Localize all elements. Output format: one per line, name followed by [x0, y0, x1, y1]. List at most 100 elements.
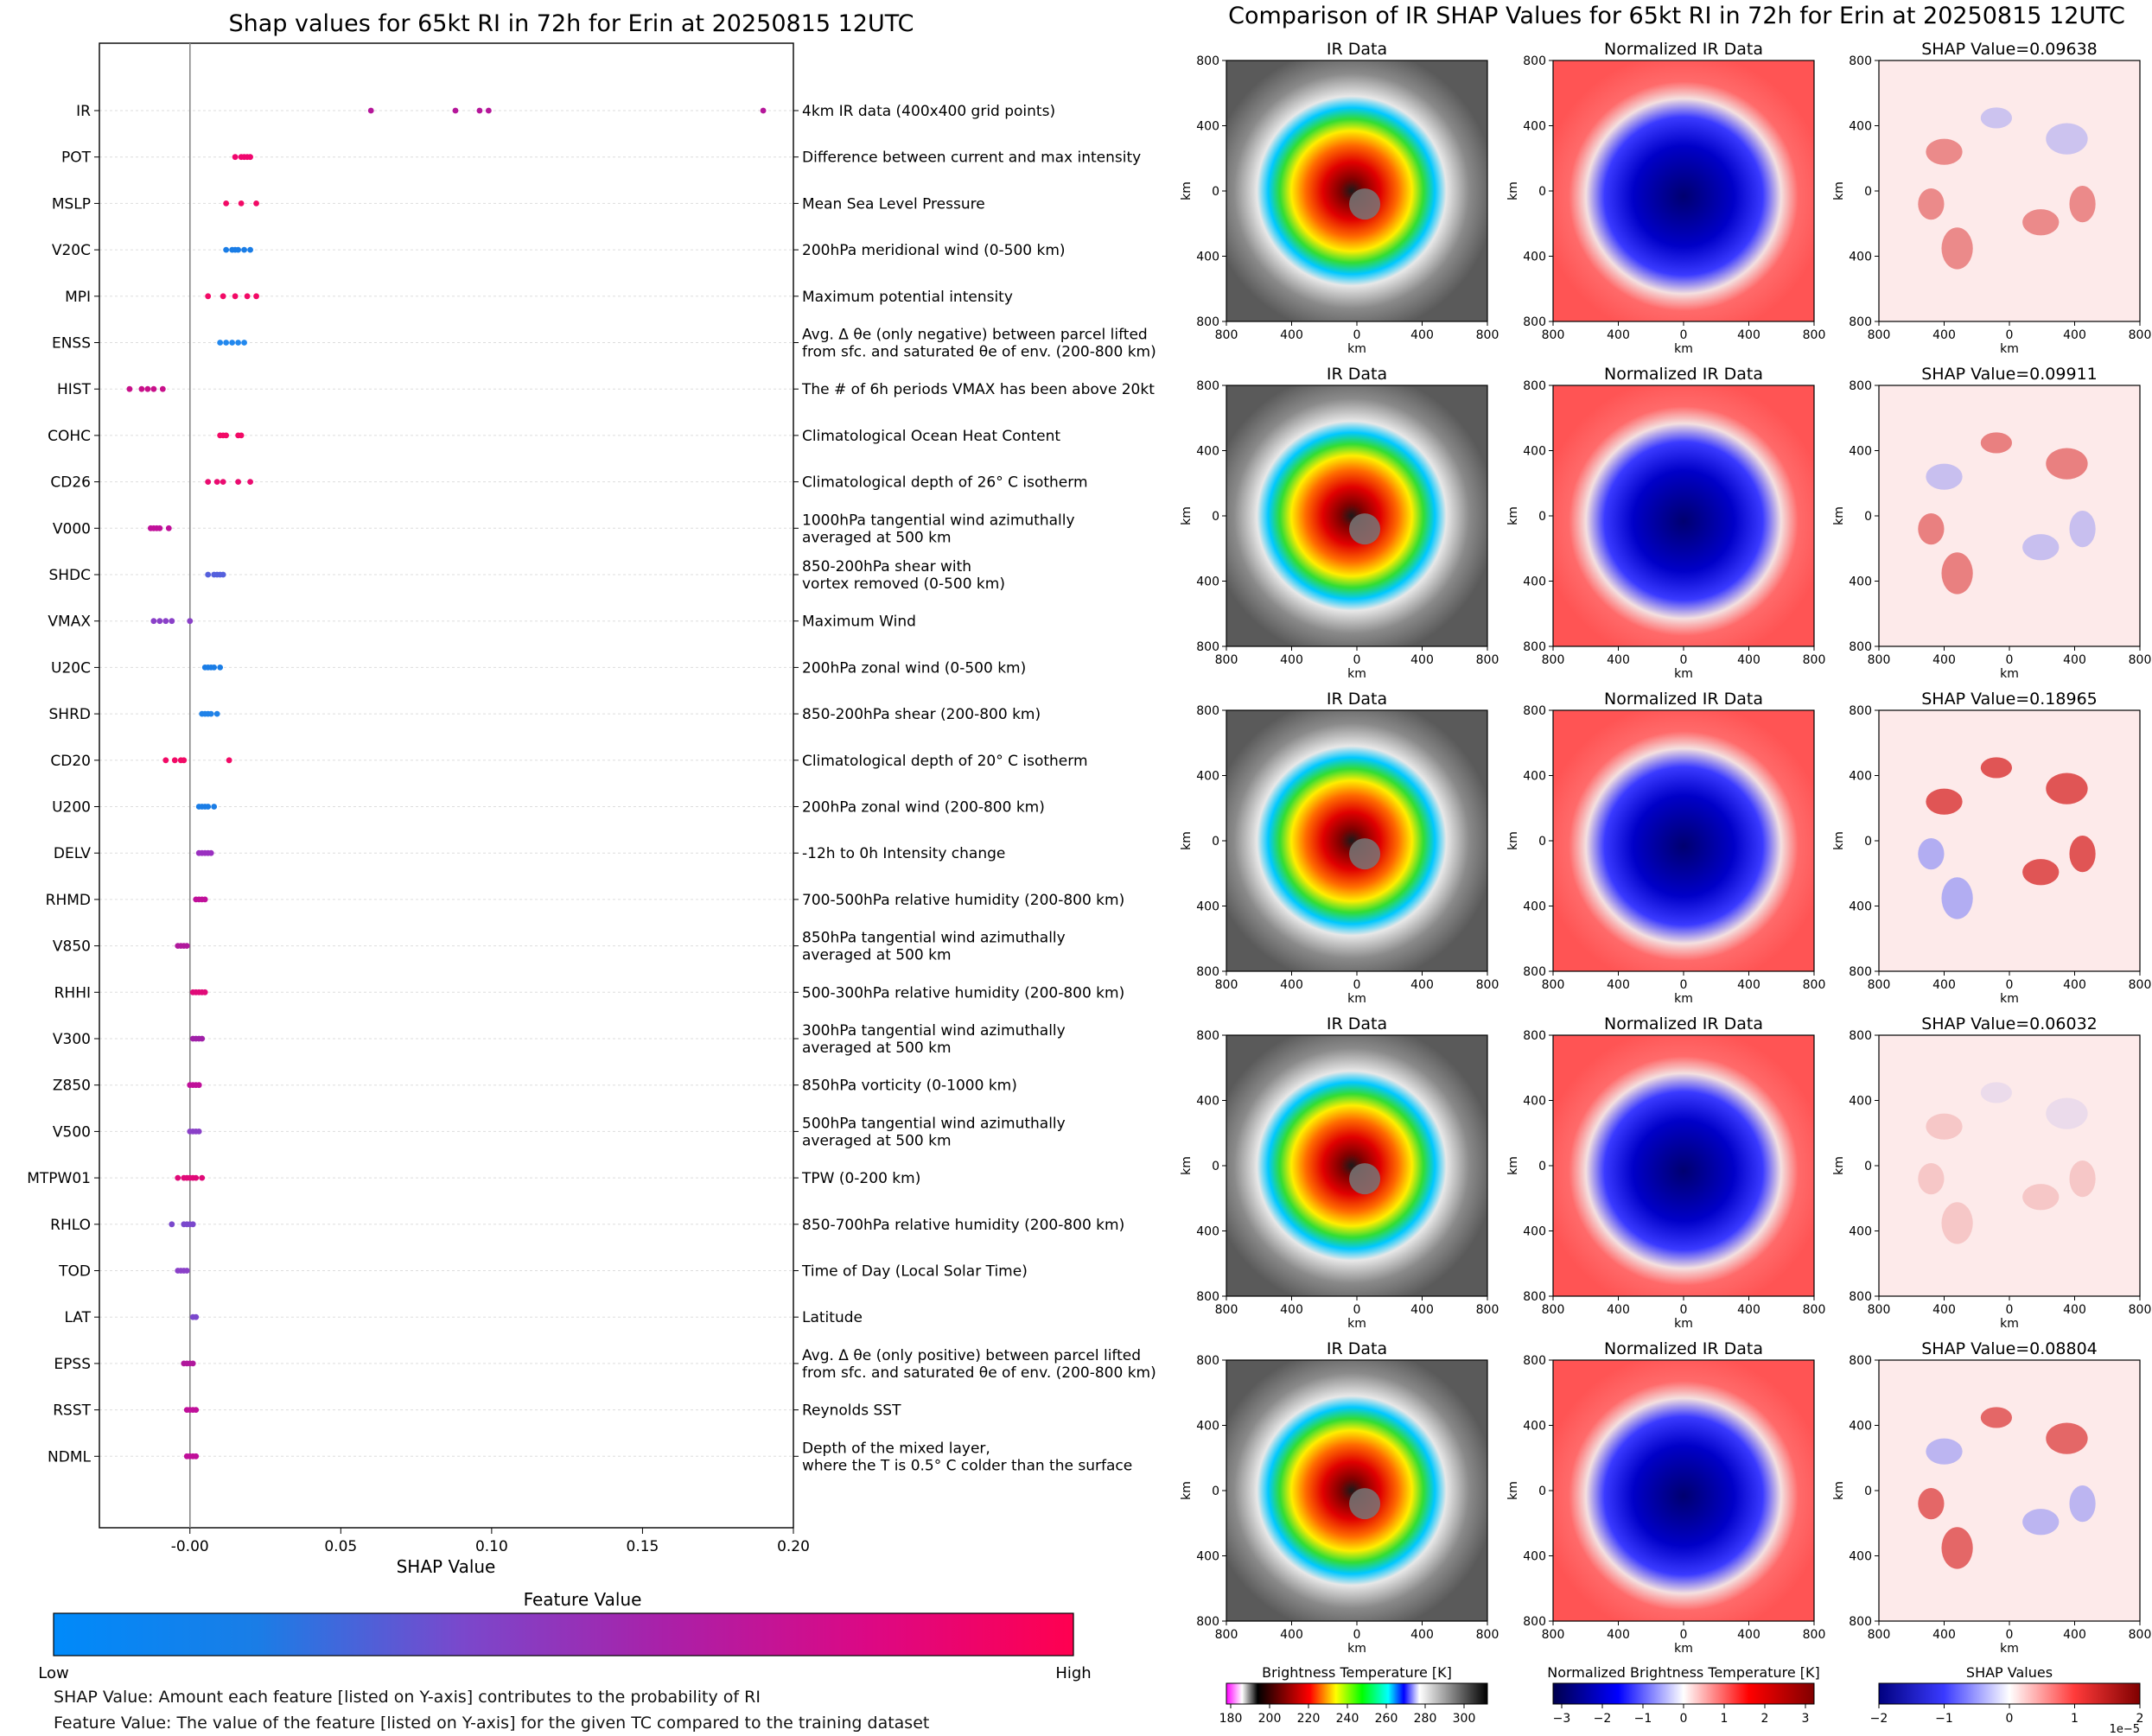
feature-value-note: Feature Value: The value of the feature … [54, 1714, 930, 1733]
y-axis-label: km [1506, 506, 1520, 525]
feature-description: Reynolds SST [802, 1402, 901, 1420]
y-axis-label: km [1180, 831, 1194, 850]
shap-point [235, 340, 241, 346]
colorbar-tick-label: 1 [2071, 1712, 2079, 1726]
shap-blob [1980, 1407, 2013, 1428]
shap-point [247, 479, 253, 485]
feature-description: Avg. Δ θe (only positive) between parcel… [802, 1347, 1141, 1364]
feature-label: RHHI [54, 984, 91, 1002]
feature-description: Depth of the mixed layer, [802, 1440, 990, 1457]
feature-description: 700-500hPa relative humidity (200-800 km… [802, 892, 1124, 909]
y-tick-label: 800 [1196, 54, 1219, 68]
colorbar-tick-label: 240 [1336, 1712, 1359, 1726]
y-tick-label: 800 [1196, 640, 1219, 654]
panel-title: IR Data [1327, 1339, 1387, 1358]
colorbar-title: SHAP Values [1966, 1664, 2053, 1681]
x-axis-label: km [1674, 1642, 1693, 1656]
y-tick-label: 800 [1523, 704, 1546, 718]
y-tick-label: 800 [1196, 965, 1219, 979]
feature-label: V000 [53, 520, 91, 537]
shap-point [223, 340, 230, 346]
shap-point [195, 1129, 202, 1135]
feature-description: 200hPa zonal wind (200-800 km) [802, 799, 1045, 817]
feature-label: RSST [53, 1402, 91, 1420]
normalized-ir-panel: 800 400 0 400 8008004000400800kmkmNormalized… [1506, 1339, 1825, 1656]
y-tick-label: 400 [1196, 445, 1219, 459]
feature-label: HIST [57, 381, 92, 398]
shap-point [156, 525, 163, 531]
x-tick-label: 800 [1215, 1303, 1238, 1317]
panel-title: Normalized IR Data [1604, 1339, 1763, 1358]
colorbar-tick-label: 180 [1219, 1712, 1243, 1726]
y-tick-label: 0 [1538, 1485, 1546, 1498]
y-tick-label: 0 [1864, 510, 1872, 524]
shap-point [165, 525, 172, 531]
shap-point [193, 1453, 200, 1459]
x-tick-label: 400 [2063, 1303, 2086, 1317]
shap-point [220, 293, 226, 300]
x-tick-label: 400 [1410, 1628, 1434, 1642]
x-tick-label: 800 [1868, 653, 1891, 667]
feature-description: Climatological depth of 20° C isotherm [802, 753, 1088, 770]
shap-point [207, 849, 214, 856]
shap-blob [2022, 534, 2060, 561]
shap-point [205, 804, 212, 810]
colorbar-tick-label: 0 [2006, 1712, 2014, 1726]
y-tick-label: 0 [1864, 1485, 1872, 1498]
shap-image [1879, 1035, 2140, 1296]
x-axis-label: km [2000, 1317, 2019, 1331]
shap-point [485, 107, 492, 114]
shap-image [1879, 385, 2140, 646]
shap-point [183, 1268, 190, 1274]
shap-point [247, 154, 253, 161]
feature-description: Climatological depth of 26° C isotherm [802, 474, 1088, 492]
feature-label: MPI [65, 289, 91, 306]
y-tick-label: 400 [1196, 120, 1219, 134]
y-axis-label: km [1832, 1481, 1846, 1500]
shap-point [193, 1407, 200, 1413]
feature-label: SHDC [48, 567, 91, 584]
x-tick-label: 0.05 [324, 1538, 357, 1555]
feature-value-colorbar [53, 1612, 1074, 1657]
panel-title: IR Data [1327, 365, 1387, 384]
shap-point [367, 107, 374, 114]
y-axis-label: km [1832, 181, 1846, 200]
colorbar-high-label: High [1055, 1664, 1091, 1682]
feature-description: averaged at 500 km [802, 529, 952, 546]
y-tick-label: 800 [1196, 1029, 1219, 1043]
x-tick-label: 800 [1803, 653, 1826, 667]
y-tick-label: 400 [1523, 575, 1546, 589]
shap-blob [1941, 877, 1973, 919]
normalized-ir-panel: 800 400 0 400 8008004000400800kmkmNormalized… [1506, 365, 1825, 681]
feature-label: RHLO [50, 1217, 91, 1234]
shap-point [213, 479, 220, 485]
feature-description: 200hPa zonal wind (0-500 km) [802, 659, 1026, 677]
y-tick-label: 400 [1196, 770, 1219, 784]
x-tick-label: 800 [2129, 1628, 2152, 1642]
ir-colorbars: Brightness Temperature [K]180 200 220 240 26… [1219, 1664, 2144, 1736]
normalized-ir-image [1553, 1035, 1814, 1296]
feature-label: ENSS [52, 335, 91, 353]
x-tick-label: 400 [1737, 1303, 1760, 1317]
y-axis-label: km [1832, 831, 1846, 850]
shap-point [220, 479, 226, 485]
x-tick-label: 800 [1542, 328, 1565, 342]
shap-blob [1926, 1113, 1963, 1140]
y-tick-label: 400 [1196, 575, 1219, 589]
colorbar-title: Brightness Temperature [K] [1262, 1664, 1452, 1681]
y-tick-label: 0 [1864, 185, 1872, 199]
normalized-ir-image [1553, 385, 1814, 646]
y-tick-label: 800 [1849, 1354, 1872, 1368]
feature-description: 200hPa meridional wind (0-500 km) [802, 242, 1066, 259]
x-tick-label: 800 [1868, 328, 1891, 342]
y-axis-label: km [1506, 1156, 1520, 1175]
feature-description: Avg. Δ θe (only negative) between parcel… [802, 327, 1148, 344]
x-tick-label: 0 [2006, 978, 2014, 992]
feature-label: U200 [52, 799, 91, 817]
x-tick-label: 800 [1868, 1628, 1891, 1642]
shap-point [193, 1313, 200, 1320]
y-tick-label: 400 [1523, 1550, 1546, 1564]
shap-blob [2069, 185, 2096, 223]
shap-blob [2069, 835, 2096, 873]
